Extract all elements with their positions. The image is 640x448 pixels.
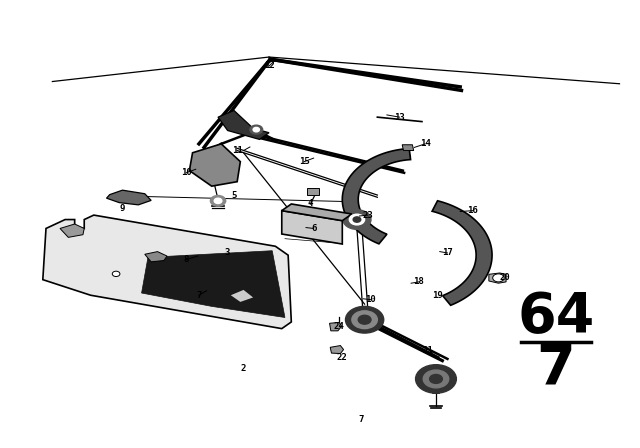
Polygon shape [145,252,167,262]
Text: 9: 9 [120,204,125,213]
Text: 15: 15 [299,157,310,166]
Text: 19: 19 [433,291,444,300]
Text: 6: 6 [311,224,316,233]
Text: 8: 8 [184,255,189,264]
Text: 7: 7 [359,415,364,424]
Polygon shape [231,290,253,302]
Text: 10: 10 [181,168,191,177]
Polygon shape [60,224,84,237]
Polygon shape [189,144,241,186]
Circle shape [353,217,361,222]
Polygon shape [106,190,151,205]
Polygon shape [141,251,285,318]
Text: 13: 13 [394,112,405,122]
Polygon shape [330,345,344,353]
Text: 17: 17 [442,249,453,258]
Circle shape [358,315,371,324]
Polygon shape [342,148,411,244]
Circle shape [349,214,365,225]
Circle shape [423,370,449,388]
Circle shape [493,274,504,282]
Circle shape [112,271,120,276]
Text: 7: 7 [536,342,575,396]
Text: 64: 64 [517,290,595,345]
Text: 23: 23 [362,211,373,220]
Circle shape [211,195,226,206]
Text: 4: 4 [308,199,313,208]
Circle shape [346,306,384,333]
Circle shape [250,125,262,134]
Text: 12: 12 [264,61,275,70]
Text: 3: 3 [225,249,230,258]
Polygon shape [432,201,492,305]
Circle shape [343,210,371,229]
Polygon shape [282,211,342,244]
Polygon shape [330,323,342,331]
Text: 16: 16 [468,206,478,215]
Text: 14: 14 [420,139,431,148]
Text: 7: 7 [196,291,202,300]
Polygon shape [307,188,319,195]
Text: 20: 20 [499,273,510,282]
Circle shape [415,365,456,393]
Text: 18: 18 [413,277,424,286]
Text: 2: 2 [241,364,246,373]
Polygon shape [218,111,269,139]
Text: 22: 22 [337,353,348,362]
Circle shape [429,375,442,383]
Polygon shape [489,273,506,283]
Text: 21: 21 [423,346,434,355]
Circle shape [253,127,259,132]
Text: 11: 11 [232,146,243,155]
Text: 10: 10 [365,295,376,304]
Circle shape [214,198,222,203]
Polygon shape [402,145,413,151]
Polygon shape [43,215,291,329]
Circle shape [352,311,378,329]
Text: 24: 24 [333,322,344,331]
Text: 5: 5 [231,190,237,199]
Polygon shape [282,204,352,221]
